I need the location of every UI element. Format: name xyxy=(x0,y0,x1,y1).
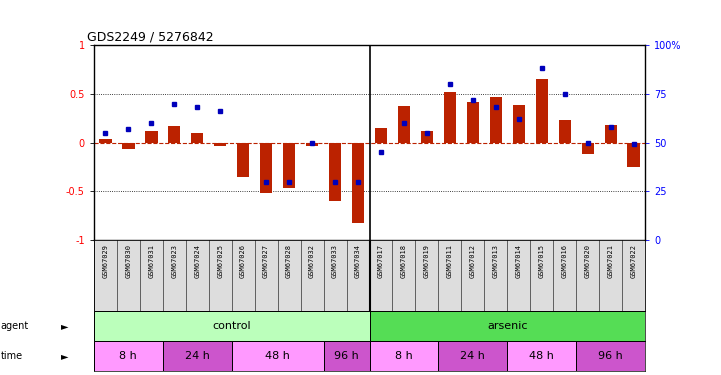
Bar xyxy=(536,79,548,142)
Bar xyxy=(231,341,324,371)
Bar xyxy=(420,131,433,142)
Text: GSM67030: GSM67030 xyxy=(125,244,131,278)
Bar xyxy=(168,126,180,142)
Bar xyxy=(369,311,645,341)
Text: ►: ► xyxy=(61,351,68,361)
Text: GSM67025: GSM67025 xyxy=(217,244,223,278)
Bar xyxy=(508,341,576,371)
Bar xyxy=(466,102,479,142)
Text: GSM67023: GSM67023 xyxy=(171,244,177,278)
Text: GSM67019: GSM67019 xyxy=(424,244,430,278)
Bar xyxy=(283,142,296,188)
Text: GSM67028: GSM67028 xyxy=(286,244,292,278)
Bar xyxy=(191,133,203,142)
Text: 24 h: 24 h xyxy=(185,351,210,361)
Text: arsenic: arsenic xyxy=(487,321,528,331)
Text: GSM67011: GSM67011 xyxy=(447,244,453,278)
Text: GSM67029: GSM67029 xyxy=(102,244,108,278)
Text: GSM67021: GSM67021 xyxy=(608,244,614,278)
Bar xyxy=(324,341,369,371)
Bar xyxy=(369,341,438,371)
Bar xyxy=(163,341,231,371)
Text: GSM67031: GSM67031 xyxy=(149,244,154,278)
Bar xyxy=(490,97,503,142)
Text: 24 h: 24 h xyxy=(461,351,485,361)
Bar xyxy=(513,105,525,142)
Text: GSM67016: GSM67016 xyxy=(562,244,568,278)
Bar xyxy=(94,341,163,371)
Bar xyxy=(329,142,341,201)
Bar xyxy=(352,142,364,224)
Text: control: control xyxy=(212,321,251,331)
Bar xyxy=(604,125,617,142)
Text: time: time xyxy=(1,351,23,361)
Text: ►: ► xyxy=(61,321,68,331)
Text: 8 h: 8 h xyxy=(395,351,413,361)
Text: 48 h: 48 h xyxy=(265,351,290,361)
Text: GSM67024: GSM67024 xyxy=(194,244,200,278)
Text: GSM67017: GSM67017 xyxy=(378,244,384,278)
Bar xyxy=(627,142,640,167)
Text: GSM67018: GSM67018 xyxy=(401,244,407,278)
Bar xyxy=(145,131,157,142)
Bar xyxy=(398,106,410,142)
Text: GSM67020: GSM67020 xyxy=(585,244,590,278)
Text: agent: agent xyxy=(1,321,29,331)
Text: GSM67026: GSM67026 xyxy=(240,244,246,278)
Text: GDS2249 / 5276842: GDS2249 / 5276842 xyxy=(87,30,213,43)
Text: 96 h: 96 h xyxy=(334,351,359,361)
Text: GSM67022: GSM67022 xyxy=(631,244,637,278)
Bar xyxy=(576,341,645,371)
Bar xyxy=(236,142,249,177)
Text: GSM67014: GSM67014 xyxy=(516,244,522,278)
Text: GSM67033: GSM67033 xyxy=(332,244,338,278)
Text: 8 h: 8 h xyxy=(120,351,137,361)
Text: GSM67032: GSM67032 xyxy=(309,244,315,278)
Text: 96 h: 96 h xyxy=(598,351,623,361)
Bar xyxy=(375,128,387,142)
Text: GSM67015: GSM67015 xyxy=(539,244,545,278)
Bar xyxy=(94,311,369,341)
Bar xyxy=(306,142,319,146)
Text: GSM67027: GSM67027 xyxy=(263,244,269,278)
Text: GSM67034: GSM67034 xyxy=(355,244,361,278)
Bar xyxy=(438,341,508,371)
Bar xyxy=(582,142,594,154)
Bar xyxy=(122,142,135,149)
Bar xyxy=(443,92,456,142)
Text: GSM67013: GSM67013 xyxy=(493,244,499,278)
Bar xyxy=(260,142,273,193)
Bar xyxy=(99,139,112,142)
Bar xyxy=(559,120,571,142)
Text: GSM67012: GSM67012 xyxy=(470,244,476,278)
Bar xyxy=(214,142,226,146)
Text: 48 h: 48 h xyxy=(529,351,554,361)
